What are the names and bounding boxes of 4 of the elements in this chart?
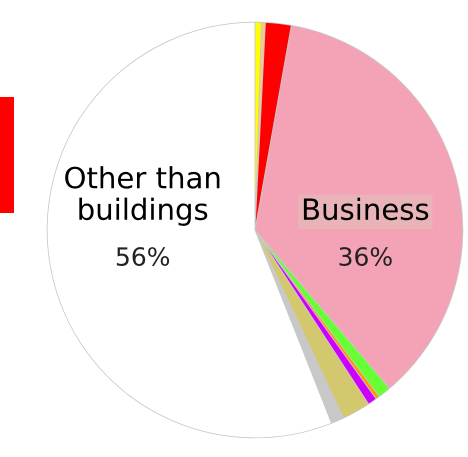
data-label: 56% bbox=[116, 247, 170, 266]
slice-label: Other than buildings bbox=[65, 166, 220, 226]
slice-label: Business bbox=[304, 198, 428, 220]
data-label: 36% bbox=[339, 247, 392, 266]
